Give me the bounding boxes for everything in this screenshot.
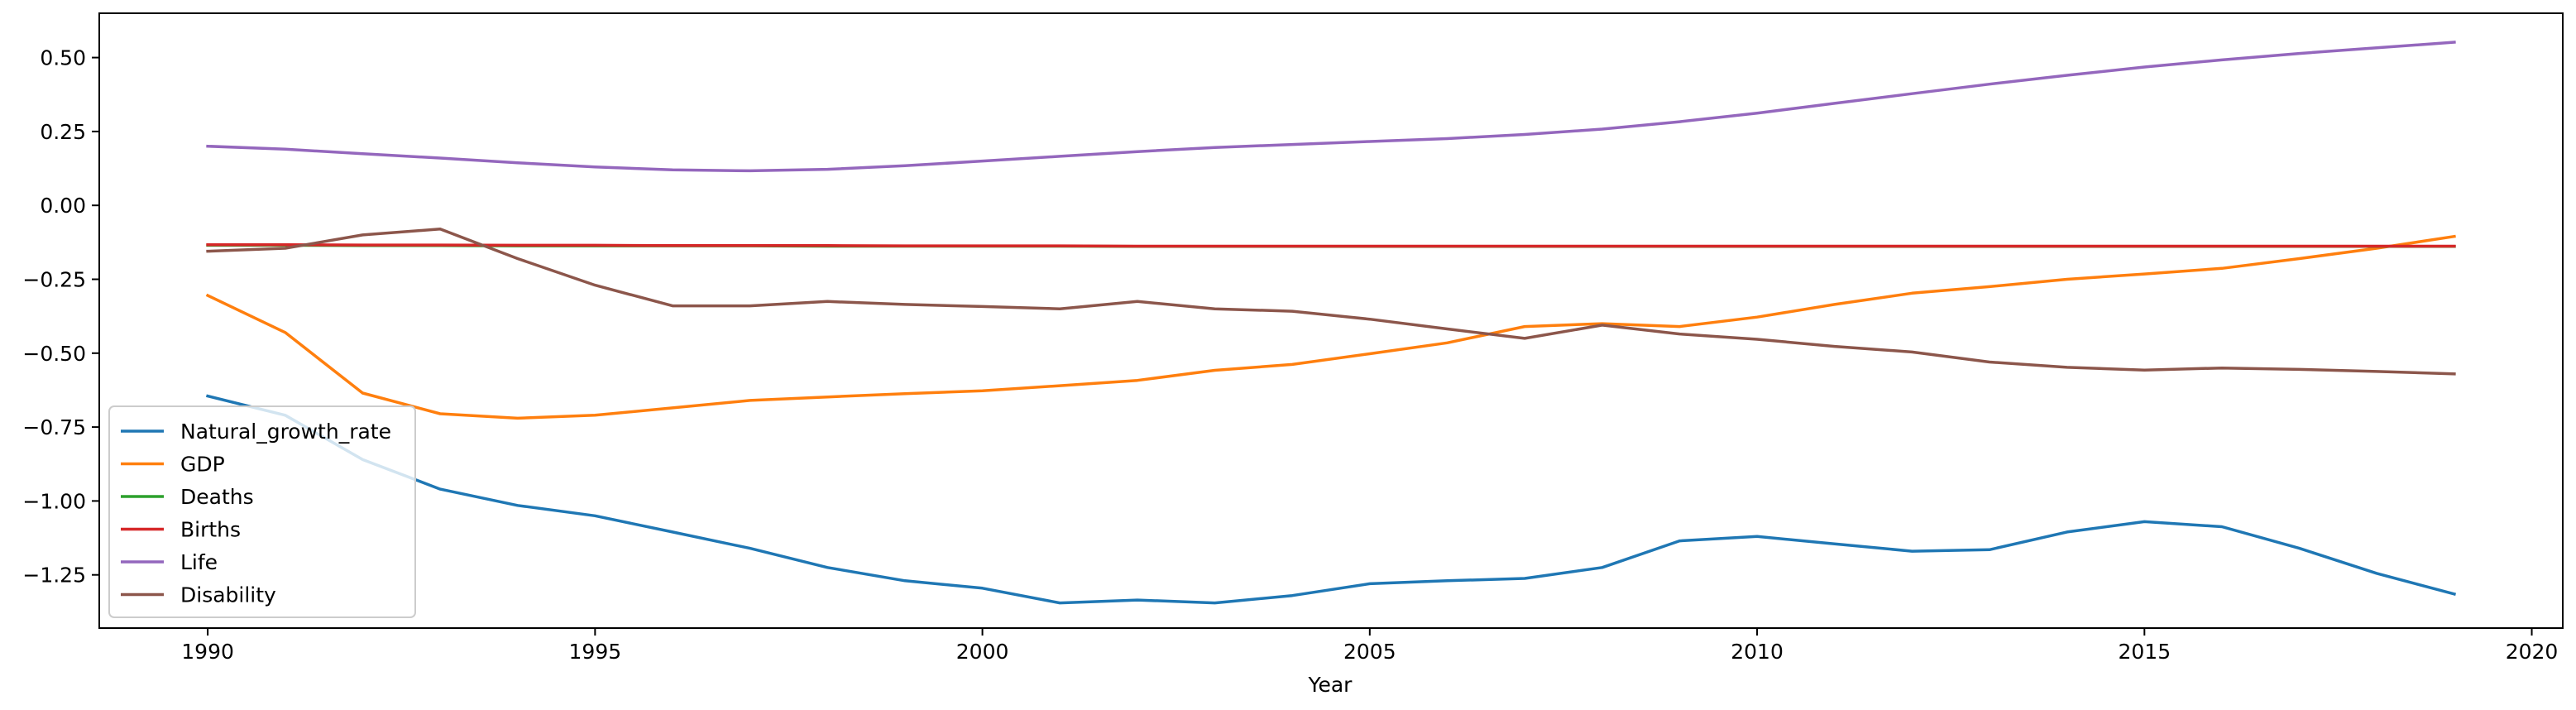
series-line-natural-growth-rate: [205, 394, 2457, 605]
x-tick-label: 2000: [956, 640, 1009, 664]
plot-frame: [98, 12, 2564, 629]
y-tick-label: 0.00: [40, 194, 86, 218]
x-axis-label: Year: [1308, 673, 1353, 697]
series-line-life: [206, 41, 2456, 173]
series-layer: [205, 41, 2457, 605]
legend-label: Natural_growth_rate: [180, 420, 391, 444]
series-line-gdp: [205, 234, 2456, 420]
y-tick-label: −0.25: [22, 267, 86, 291]
y-tick-label: 0.25: [40, 120, 86, 144]
y-tick-label: −1.25: [22, 564, 86, 588]
legend-label: Deaths: [180, 485, 254, 509]
x-tick-label: 2015: [2118, 640, 2171, 664]
axes-layer: 1990 1995 2000 2005 2010 2015 2020 0.50 0.25 0.00…: [22, 12, 2564, 664]
legend-box: [108, 405, 416, 618]
legend-label: Disability: [180, 583, 276, 607]
x-tick-label: 1995: [569, 640, 622, 664]
y-tick-label: −0.50: [22, 342, 86, 366]
series-line-disability: [206, 228, 2456, 376]
x-tick-label: 2010: [1731, 640, 1784, 664]
legend-label: Births: [180, 518, 241, 542]
x-tick-label: 2005: [1343, 640, 1396, 664]
legend: Natural_growth_rate GDP Deaths Births Life Di…: [108, 405, 416, 618]
x-tick-label: 1990: [181, 640, 234, 664]
y-tick-label: 0.50: [40, 46, 86, 70]
x-tick-label: 2020: [2506, 640, 2559, 664]
legend-label: Life: [180, 550, 218, 574]
y-tick-label: −1.00: [22, 489, 86, 513]
y-tick-label: −0.75: [22, 415, 86, 439]
legend-label: GDP: [180, 453, 225, 477]
series-line-births: [206, 242, 2456, 248]
